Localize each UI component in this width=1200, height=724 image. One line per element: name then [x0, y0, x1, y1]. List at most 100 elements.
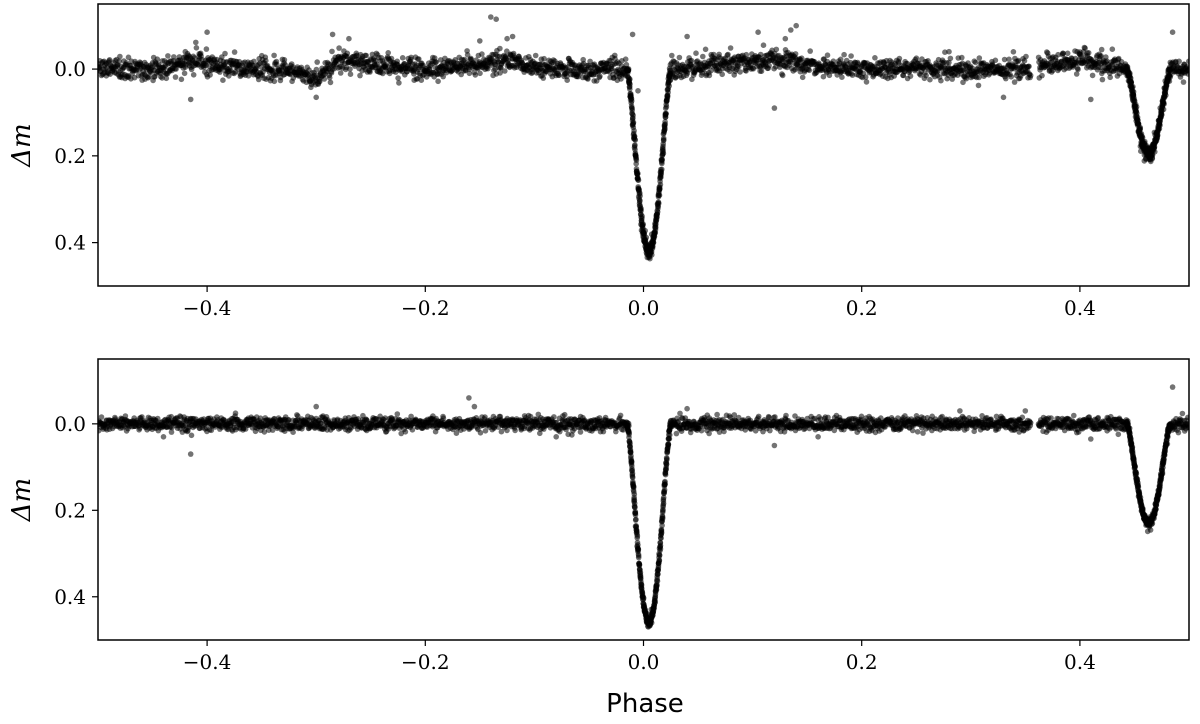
data-point	[1060, 50, 1067, 57]
data-point	[440, 73, 447, 80]
data-point	[992, 57, 999, 64]
outlier-point	[793, 22, 799, 29]
data-point	[650, 239, 657, 246]
data-point	[636, 186, 642, 193]
data-point	[263, 57, 269, 64]
data-point	[635, 177, 641, 183]
data-point	[1167, 67, 1173, 73]
data-point	[479, 51, 485, 57]
data-point	[626, 75, 632, 81]
data-point	[617, 412, 624, 419]
data-point	[667, 69, 674, 76]
y-tick-label: 0.0	[54, 57, 86, 81]
data-point	[959, 54, 965, 61]
data-point	[693, 50, 699, 56]
data-point	[106, 57, 113, 63]
data-point	[222, 50, 228, 57]
data-point	[556, 72, 562, 79]
data-point	[1055, 51, 1061, 58]
data-point	[477, 70, 483, 77]
data-point	[799, 74, 806, 81]
data-point	[122, 413, 129, 419]
data-point	[633, 157, 640, 163]
data-point	[464, 52, 471, 58]
y-axis-title: Δm	[7, 123, 37, 167]
data-point	[755, 413, 762, 420]
x-tick-label: 0.0	[628, 296, 660, 320]
data-point	[178, 76, 185, 83]
data-point	[1082, 45, 1088, 51]
data-point	[848, 53, 854, 59]
data-point	[863, 79, 870, 85]
x-tick-label: −0.4	[183, 296, 232, 320]
data-point	[976, 55, 983, 61]
data-point	[700, 53, 706, 60]
data-point	[347, 66, 353, 72]
data-point	[193, 39, 199, 46]
data-point	[1185, 71, 1189, 77]
data-point	[1176, 58, 1182, 65]
outlier-point	[1088, 96, 1094, 103]
data-point	[181, 70, 188, 77]
data-point	[116, 58, 122, 65]
data-point	[830, 58, 837, 64]
data-point	[220, 77, 226, 83]
data-point	[627, 81, 633, 87]
data-point	[660, 135, 667, 142]
data-point	[408, 54, 414, 61]
data-point	[725, 51, 731, 58]
data-point	[418, 77, 425, 83]
data-point	[1023, 53, 1029, 60]
data-point	[208, 427, 215, 434]
x-tick-label: 0.2	[846, 296, 878, 320]
outlier-point	[635, 88, 641, 94]
data-point	[271, 78, 278, 85]
data-point	[839, 74, 845, 80]
data-point	[673, 430, 680, 437]
data-point	[960, 79, 966, 86]
data-point	[1127, 70, 1133, 76]
data-point	[1098, 53, 1104, 59]
data-point	[706, 72, 713, 79]
data-point	[872, 55, 878, 61]
data-point	[1154, 132, 1161, 138]
data-point	[532, 52, 539, 59]
data-point	[255, 76, 262, 83]
data-point	[665, 89, 671, 96]
data-point	[577, 429, 584, 435]
data-point	[159, 75, 165, 81]
data-point	[913, 55, 920, 61]
data-point	[245, 73, 252, 79]
data-point	[327, 79, 334, 86]
data-point	[652, 230, 659, 236]
data-point	[281, 57, 288, 63]
outlier-point	[204, 29, 210, 35]
data-point	[497, 70, 503, 76]
data-point	[938, 77, 944, 84]
outlier-point	[755, 29, 761, 35]
data-point	[1011, 79, 1018, 85]
outlier-point	[313, 94, 320, 101]
data-point	[779, 72, 786, 79]
data-point	[329, 48, 335, 55]
data-point	[512, 427, 518, 434]
data-point	[783, 412, 789, 419]
data-point	[907, 73, 914, 79]
data-point	[638, 205, 644, 212]
data-point	[676, 54, 683, 61]
data-point	[1166, 78, 1173, 84]
data-point	[1064, 50, 1071, 57]
data-point	[862, 74, 869, 80]
data-point	[649, 252, 655, 258]
data-point	[719, 71, 725, 78]
outlier-point	[509, 33, 516, 40]
data-point	[654, 211, 661, 217]
data-point	[662, 126, 668, 132]
data-point	[139, 414, 145, 420]
data-point	[485, 65, 491, 72]
outlier-point	[946, 48, 952, 55]
data-point	[169, 424, 175, 431]
data-point	[758, 68, 765, 74]
data-point	[622, 56, 629, 62]
data-point	[188, 432, 195, 439]
